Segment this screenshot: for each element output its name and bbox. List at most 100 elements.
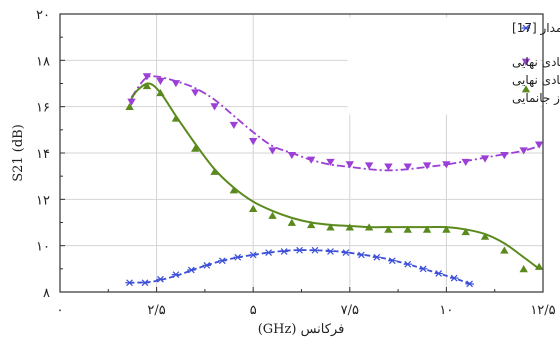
series-3-point bbox=[534, 262, 544, 270]
legend-marker-1 bbox=[521, 24, 531, 32]
series-line-2 bbox=[130, 75, 540, 172]
legend-box bbox=[347, 17, 541, 115]
series-2-point bbox=[249, 138, 258, 146]
series-1-point bbox=[264, 249, 273, 256]
series-1-point bbox=[156, 275, 165, 283]
series-line-3 bbox=[128, 82, 540, 270]
series-1-point bbox=[372, 253, 382, 261]
series-3-point bbox=[287, 218, 297, 226]
series-3-point bbox=[364, 223, 374, 231]
series-2-point bbox=[127, 98, 136, 106]
series-2-point bbox=[442, 161, 451, 169]
x-axis-label: فرکانس (GHz) bbox=[258, 322, 345, 337]
series-2-point bbox=[534, 141, 544, 149]
y-tick-label: ۱۶ bbox=[36, 101, 50, 116]
x-tick-label: ۲/۵ bbox=[147, 303, 165, 318]
legend-label-1: بهره مدار [17] bbox=[512, 21, 560, 36]
legend-label-2: بهره مدار پیشنهادی نهایی bbox=[512, 55, 560, 70]
series-2-point bbox=[287, 151, 297, 160]
series-3-point bbox=[326, 223, 335, 231]
series-1-point bbox=[465, 280, 474, 288]
series-2-point bbox=[191, 89, 200, 97]
series-1-point bbox=[218, 257, 227, 265]
series-3-point bbox=[210, 167, 219, 175]
series-3-point bbox=[461, 227, 470, 236]
x-tick-label: ۵ bbox=[250, 303, 257, 318]
series-2-point bbox=[156, 77, 165, 85]
series-1-point bbox=[357, 251, 366, 259]
series-1-point bbox=[202, 261, 212, 269]
series-3-point bbox=[268, 211, 277, 219]
legend: بهره مدار [17] بهره مدار پیشنهادی نهایی به… bbox=[347, 17, 560, 115]
y-tick-label: ۸ bbox=[43, 286, 50, 301]
series-2-point bbox=[480, 155, 490, 163]
x-tick-label: ۱۲/۵ bbox=[530, 303, 555, 318]
series-2-point bbox=[345, 161, 354, 169]
series-1-point bbox=[140, 279, 150, 287]
series-3-point bbox=[125, 102, 134, 111]
series-1-point bbox=[310, 246, 320, 254]
series-3-point bbox=[229, 186, 239, 194]
legend-label-3: بهره مدار پیشنهادی نهایی bbox=[512, 73, 560, 88]
series-2-point bbox=[384, 163, 393, 171]
series-1-point bbox=[249, 251, 258, 259]
series-2-point bbox=[403, 163, 412, 171]
series-1-point bbox=[295, 246, 304, 254]
series-2-point bbox=[500, 151, 509, 160]
y-tick-label: ۱۴ bbox=[36, 147, 50, 162]
series-1-point bbox=[403, 260, 412, 268]
series-3-point bbox=[171, 114, 181, 122]
series-2-point bbox=[306, 156, 316, 164]
series-3-point bbox=[519, 265, 528, 273]
legend-marker-3 bbox=[521, 85, 531, 93]
series-1-point bbox=[125, 279, 134, 287]
tick-labels: ۰ ۲/۵ ۵ ۷/۵ ۱۰ ۱۲/۵ ۸ ۱۰ ۱۲ ۱۴ ۱۶ ۱۸ ۲۰ bbox=[36, 8, 556, 318]
legend-marker-2 bbox=[521, 58, 531, 66]
series-1-point bbox=[388, 257, 397, 265]
y-tick-label: ۱۲ bbox=[36, 193, 50, 208]
series-2-point bbox=[364, 162, 374, 170]
series-2-point bbox=[210, 103, 219, 111]
series-2-point bbox=[519, 147, 528, 155]
series-3-point bbox=[345, 223, 354, 231]
series-3-point bbox=[156, 88, 165, 97]
y-tick-label: ۱۸ bbox=[36, 54, 50, 69]
series-2-point bbox=[461, 158, 470, 167]
series-3-point bbox=[442, 225, 451, 233]
series-3-point bbox=[500, 246, 509, 254]
series-1-point bbox=[171, 271, 181, 278]
x-tick-label: ۷/۵ bbox=[341, 303, 359, 318]
series-2-point bbox=[268, 147, 277, 155]
plot-frame bbox=[59, 13, 544, 293]
series-1-point bbox=[434, 270, 443, 277]
data-markers bbox=[125, 73, 544, 288]
series-3-point bbox=[422, 225, 432, 233]
series-3-point bbox=[142, 82, 152, 90]
series-1-point bbox=[419, 265, 428, 273]
x-tick-label: ۱۰ bbox=[439, 303, 453, 318]
series-2-point bbox=[422, 162, 432, 170]
series-3-point bbox=[403, 225, 412, 233]
series-3-point bbox=[384, 225, 393, 233]
x-tick-label: ۰ bbox=[57, 303, 64, 318]
series-2-point bbox=[326, 158, 335, 167]
series-3-point bbox=[306, 221, 316, 229]
series-3-point bbox=[249, 204, 258, 212]
y-axis-label: S21 (dB) bbox=[11, 124, 26, 182]
series-3-point bbox=[191, 144, 200, 152]
series-1-point bbox=[326, 248, 335, 255]
y-tick-label: ۲۰ bbox=[36, 8, 50, 23]
series-1-point bbox=[449, 274, 459, 282]
series-2-point bbox=[229, 121, 239, 129]
legend-label-3: پس از جانمایی bbox=[512, 91, 560, 106]
y-tick-label: ۱۰ bbox=[36, 240, 50, 255]
series-3-point bbox=[480, 232, 490, 240]
legend-items: بهره مدار [17] بهره مدار پیشنهادی نهایی به… bbox=[512, 21, 560, 106]
series-2-point bbox=[171, 80, 181, 88]
series-1-point bbox=[279, 248, 289, 255]
series-2-point bbox=[142, 73, 152, 81]
series-1-point bbox=[187, 266, 196, 274]
series-1-point bbox=[233, 253, 242, 261]
series-1-point bbox=[341, 249, 351, 256]
